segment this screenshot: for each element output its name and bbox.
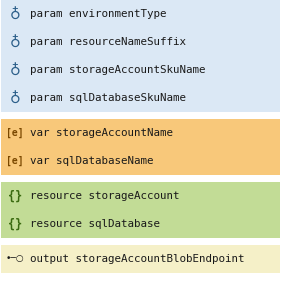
Bar (1, 119, 280, 147)
Bar (1, 245, 280, 273)
Bar (1, 28, 280, 56)
Text: param storageAccountSkuName: param storageAccountSkuName (30, 65, 205, 75)
Bar (1, 182, 280, 210)
Text: resource sqlDatabase: resource sqlDatabase (30, 219, 160, 229)
Bar (1, 0, 280, 28)
Text: {}: {} (8, 190, 22, 202)
Bar (1, 56, 280, 84)
Text: [e]: [e] (6, 128, 24, 138)
Bar (1, 210, 280, 238)
Text: param resourceNameSuffix: param resourceNameSuffix (30, 37, 186, 47)
Text: param sqlDatabaseSkuName: param sqlDatabaseSkuName (30, 93, 186, 103)
Text: ♁: ♁ (10, 62, 21, 77)
Bar (1, 84, 280, 112)
Bar (1, 147, 280, 175)
Text: •─○: •─○ (6, 254, 24, 263)
Text: {}: {} (8, 218, 22, 230)
Text: [e]: [e] (6, 156, 24, 166)
Text: ♁: ♁ (10, 7, 21, 22)
Text: ♁: ♁ (10, 91, 21, 106)
Text: var sqlDatabaseName: var sqlDatabaseName (30, 156, 153, 166)
Text: param environmentType: param environmentType (30, 9, 167, 19)
Text: resource storageAccount: resource storageAccount (30, 191, 180, 201)
Text: var storageAccountName: var storageAccountName (30, 128, 173, 138)
Text: ♁: ♁ (10, 34, 21, 50)
Text: output storageAccountBlobEndpoint: output storageAccountBlobEndpoint (30, 254, 244, 264)
